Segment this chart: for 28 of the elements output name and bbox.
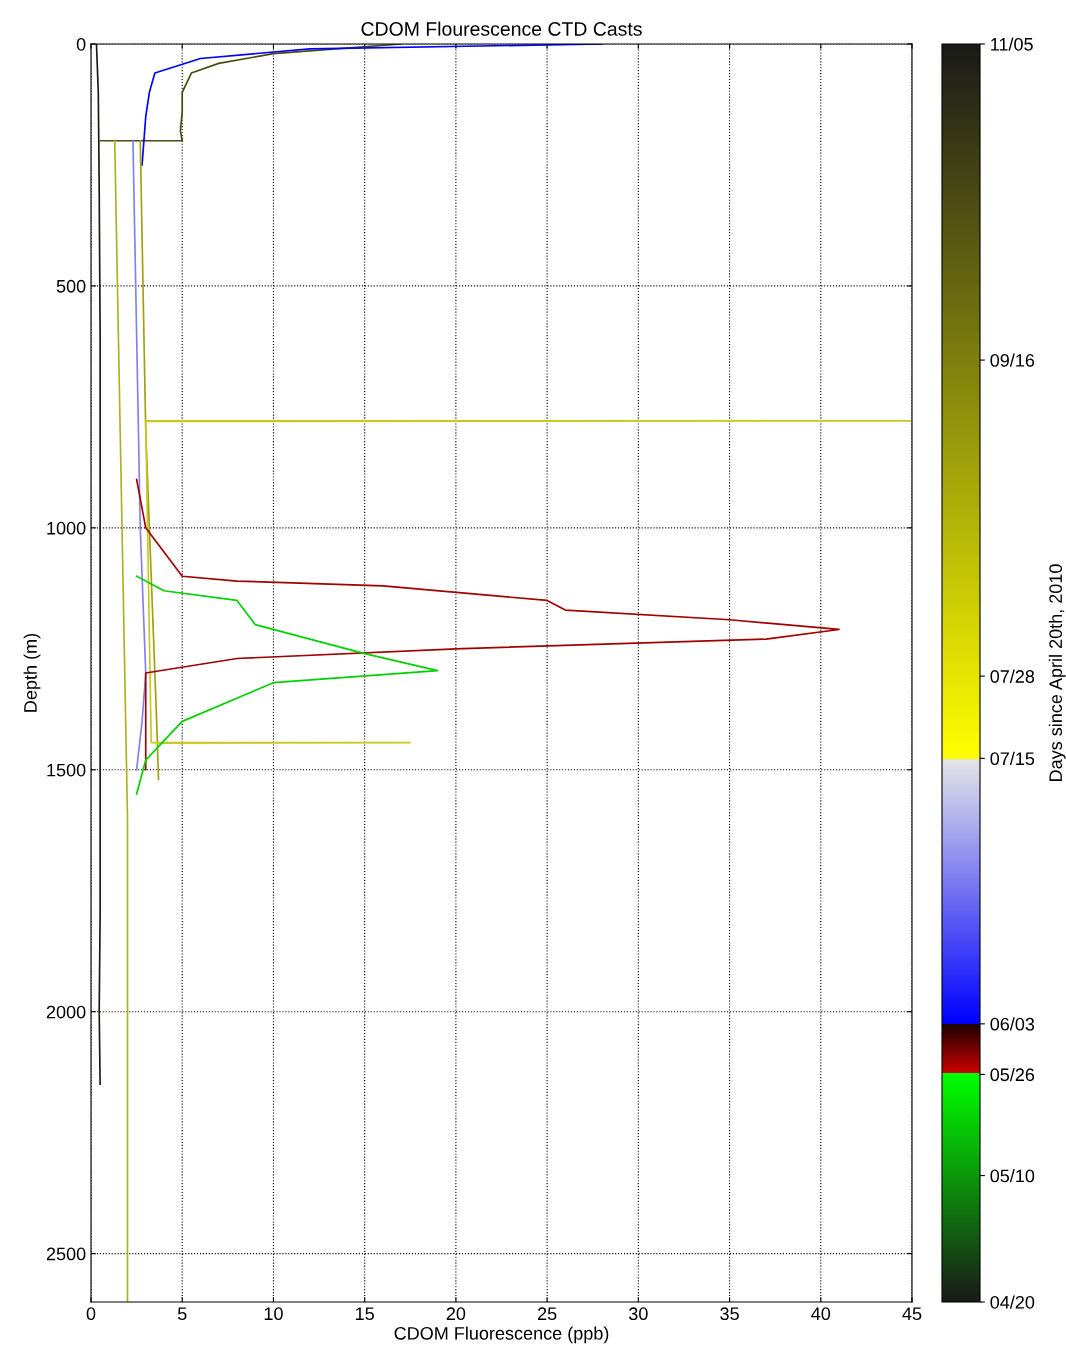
x-tick-label: 10 — [264, 1307, 283, 1321]
y-axis-title: Depth (m) — [23, 633, 41, 712]
x-tick-label: 0 — [86, 1307, 96, 1321]
x-tick-label: 25 — [537, 1307, 557, 1321]
y-tick-label: 0 — [76, 37, 86, 51]
y-tick-label: 2500 — [46, 1247, 86, 1261]
color-bar-title: Days since April 20th, 2010 — [1048, 564, 1066, 781]
y-tick-label: 500 — [56, 279, 86, 293]
x-tick-label: 30 — [628, 1307, 648, 1321]
y-tick-label: 2000 — [46, 1005, 86, 1019]
x-axis-title: CDOM Fluorescence (ppb) — [394, 1326, 609, 1344]
color-bar-label: 04/20 — [990, 1295, 1035, 1309]
x-tick-label: 5 — [177, 1307, 187, 1321]
x-tick-label: 40 — [811, 1307, 831, 1321]
y-tick-label: 1000 — [47, 521, 86, 535]
color-bar-label: 11/05 — [991, 37, 1033, 51]
color-bar-label: 05/10 — [990, 1169, 1035, 1183]
y-tick-label: 1500 — [47, 763, 86, 777]
color-bar-label: 06/03 — [990, 1017, 1035, 1031]
color-bar-label: 09/16 — [990, 353, 1035, 367]
color-bar-label: 07/28 — [990, 669, 1035, 683]
chart-title: CDOM Flourescence CTD Casts — [361, 21, 642, 36]
color-bar-label: 05/26 — [990, 1067, 1035, 1082]
x-tick-label: 15 — [356, 1307, 374, 1321]
x-tick-label: 45 — [902, 1307, 922, 1321]
x-tick-label: 35 — [720, 1307, 739, 1321]
color-bar-label: 07/15 — [990, 751, 1035, 766]
x-tick-label: 20 — [446, 1307, 466, 1321]
